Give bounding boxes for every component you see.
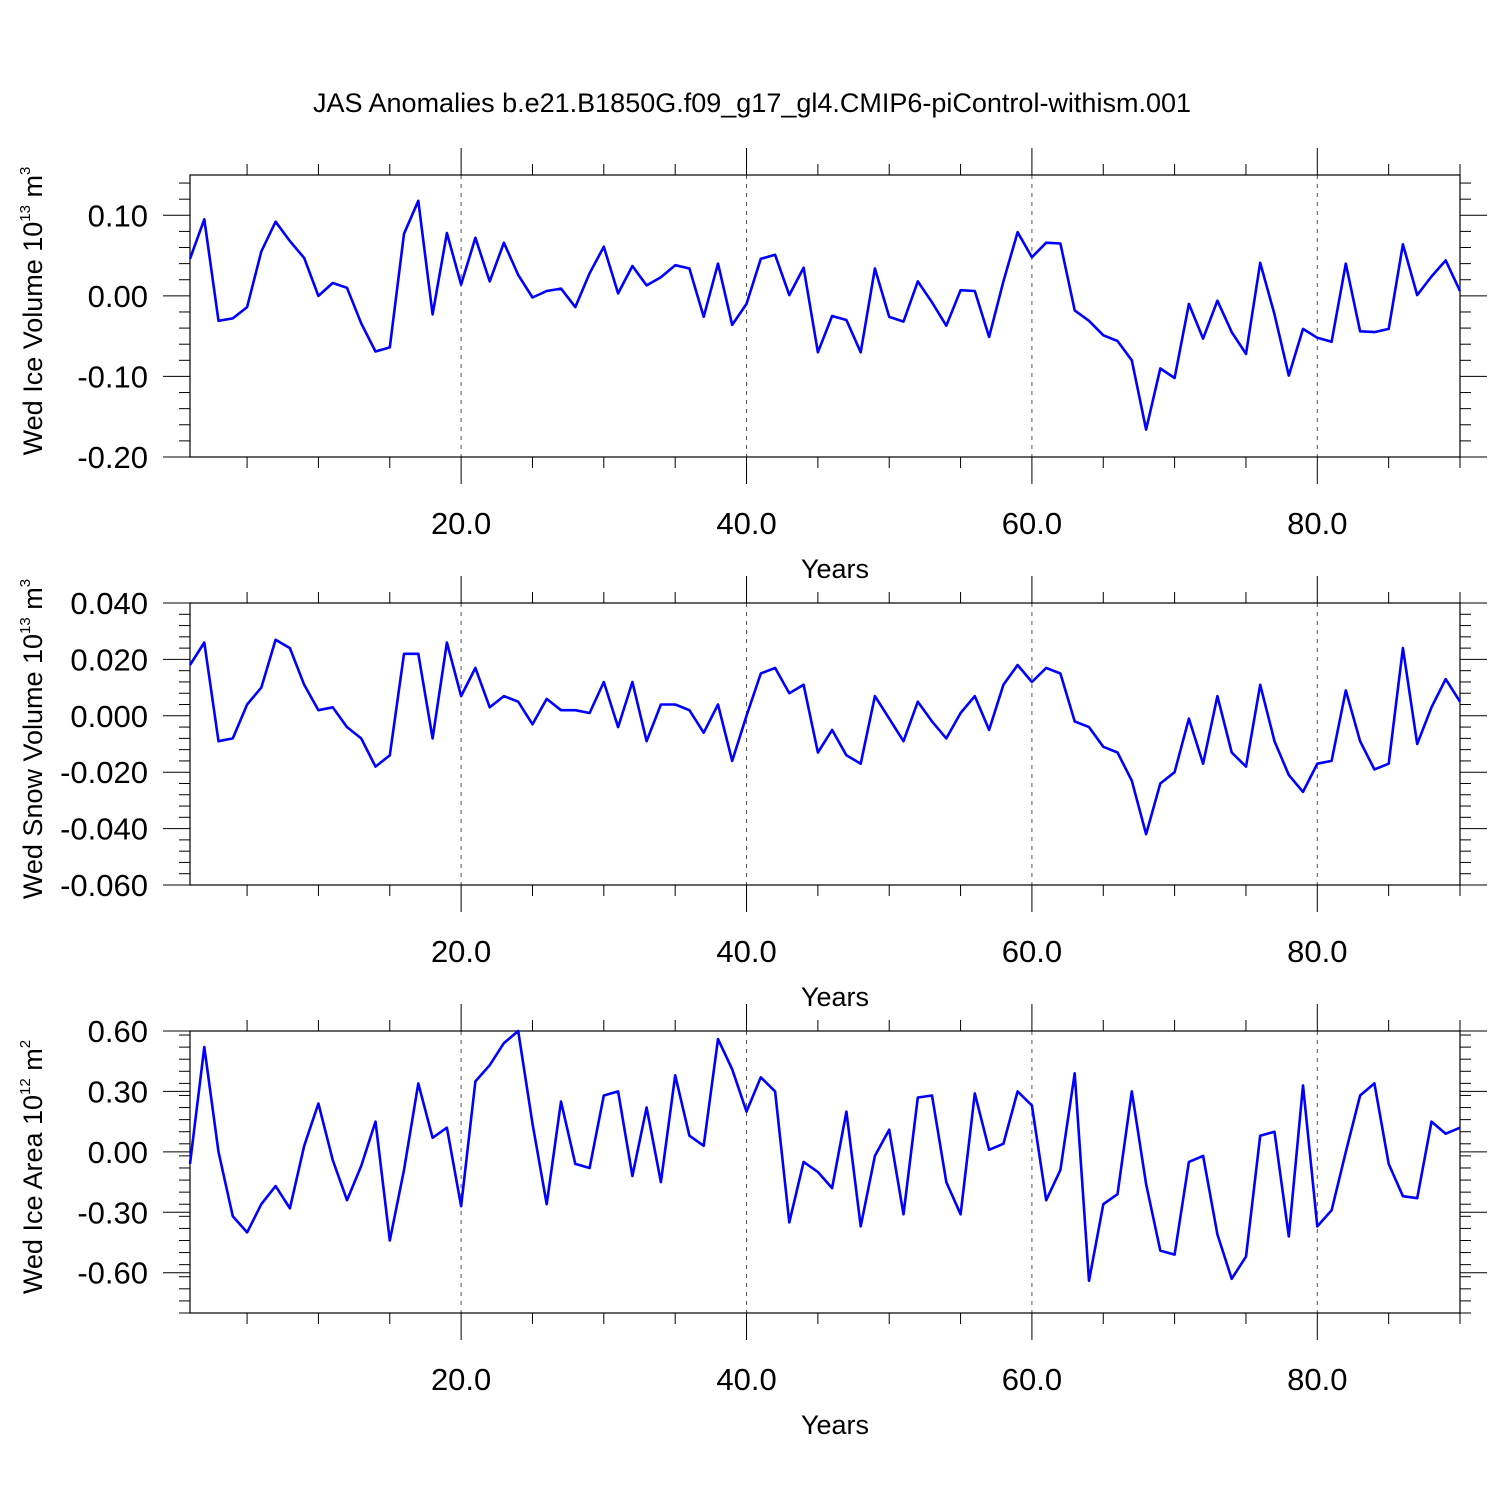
x-axis-label: Years <box>801 554 869 584</box>
y-axis-label-superscript: 13 <box>17 617 34 634</box>
x-tick-label: 80.0 <box>1287 934 1347 969</box>
x-tick-label: 60.0 <box>1002 1362 1062 1397</box>
y-tick-label: -0.60 <box>77 1256 148 1291</box>
y-tick-label: 0.00 <box>88 1135 148 1170</box>
x-tick-label: 60.0 <box>1002 934 1062 969</box>
x-tick-label: 20.0 <box>431 506 491 541</box>
y-tick-label: -0.020 <box>60 755 148 790</box>
x-tick-label: 80.0 <box>1287 1362 1347 1397</box>
plot-frame <box>189 174 1461 458</box>
panel-snow-volume: -0.060 -0.040 -0.020 0.000 0.020 0.040 20.0 40.… <box>17 576 1487 1012</box>
x-tick-label: 40.0 <box>716 934 776 969</box>
x-axis-label: Years <box>801 982 869 1012</box>
y-axis-label-text: m <box>18 1048 48 1078</box>
y-axis-label: Wed Snow Volume 1013 m3 <box>17 579 48 899</box>
series-line-ice-area <box>188 1029 1461 1283</box>
y-axis-label-superscript: 12 <box>17 1078 34 1095</box>
x-axis-label: Years <box>801 1410 869 1440</box>
plot-frame <box>189 602 1461 886</box>
y-axis-label-superscript: 2 <box>17 1040 34 1048</box>
x-tick-label: 40.0 <box>716 506 776 541</box>
y-tick-label: 0.00 <box>88 279 148 314</box>
x-tick-label: 80.0 <box>1287 506 1347 541</box>
y-tick-label: 0.60 <box>88 1014 148 1049</box>
panels: -0.20 -0.10 0.00 0.10 20.0 40.0 60.0 80.0 Years W… <box>17 148 1487 1440</box>
y-axis-label-superscript: 3 <box>17 579 34 587</box>
figure-title: JAS Anomalies b.e21.B1850G.f09_g17_gl4.C… <box>313 88 1191 118</box>
y-axis-label-text: Wed Ice Volume 10 <box>18 222 48 456</box>
y-tick-label: 0.000 <box>70 699 148 734</box>
y-axis-label-text: Wed Ice Area 10 <box>18 1095 48 1294</box>
y-tick-label: 0.10 <box>88 198 148 233</box>
series-line-snow-volume <box>188 638 1462 836</box>
y-tick-label: 0.020 <box>70 642 148 677</box>
y-axis-label-text: m <box>18 587 48 617</box>
y-axis-label-superscript: 3 <box>17 167 34 175</box>
series-line-ice-volume <box>188 199 1462 431</box>
x-tick-label: 40.0 <box>716 1362 776 1397</box>
y-tick-label: -0.30 <box>77 1195 148 1230</box>
panel-ice-volume: -0.20 -0.10 0.00 0.10 20.0 40.0 60.0 80.0 Years W… <box>17 148 1487 584</box>
y-axis-label: Wed Ice Area 1012 m2 <box>17 1040 48 1294</box>
y-tick-label: 0.30 <box>88 1074 148 1109</box>
x-tick-label: 20.0 <box>431 1362 491 1397</box>
y-axis-label-text: Wed Snow Volume 10 <box>18 634 48 899</box>
y-tick-label: -0.10 <box>77 359 148 394</box>
y-axis-label: Wed Ice Volume 1013 m3 <box>17 167 48 456</box>
y-tick-label: -0.040 <box>60 812 148 847</box>
x-tick-label: 60.0 <box>1002 506 1062 541</box>
y-axis-label-superscript: 13 <box>17 205 34 222</box>
panel-ice-area: -0.60 -0.30 0.00 0.30 0.60 20.0 40.0 60.0 80.0 Ye… <box>17 1004 1487 1440</box>
y-tick-label: 0.040 <box>70 586 148 621</box>
y-axis-label-text: m <box>18 175 48 205</box>
y-tick-label: -0.060 <box>60 868 148 903</box>
x-tick-label: 20.0 <box>431 934 491 969</box>
y-tick-label: -0.20 <box>77 440 148 475</box>
plot-frame <box>189 1030 1461 1314</box>
